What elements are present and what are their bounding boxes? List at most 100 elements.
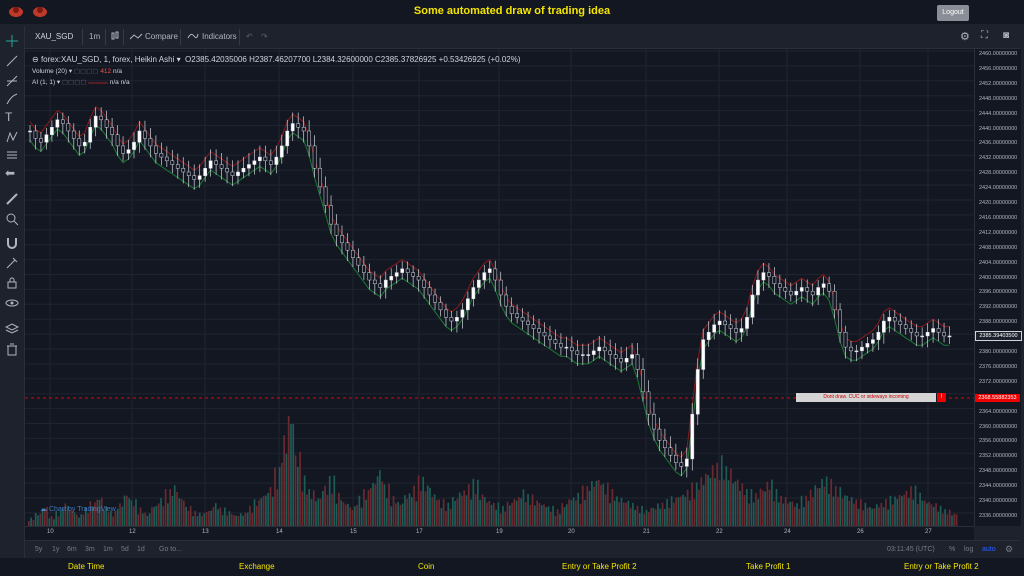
volume-bar — [431, 497, 434, 526]
volume-bar — [866, 507, 869, 526]
candle-body — [126, 149, 131, 154]
range-5d[interactable]: 5d — [121, 546, 129, 553]
volume-bar — [759, 488, 762, 526]
indicators-icon[interactable] — [187, 32, 199, 40]
time-tick-label: 10 — [47, 529, 54, 535]
study-controls-icon[interactable]: ▢▢▢▢ — [62, 79, 87, 86]
volume-bar — [123, 495, 126, 526]
percent-toggle[interactable]: % — [949, 546, 956, 553]
crosshair-icon[interactable] — [5, 34, 19, 48]
price-tick-label: 2416.00000000 — [979, 214, 1018, 221]
volume-bar — [506, 501, 509, 526]
volume-bar — [675, 497, 678, 526]
log-toggle[interactable]: log — [964, 546, 974, 553]
undo-icon[interactable]: ↶ — [246, 32, 253, 41]
candle-body — [805, 287, 810, 292]
range-1d[interactable]: 1d — [137, 546, 145, 553]
volume-bar — [477, 479, 479, 526]
candle-body — [39, 138, 43, 143]
range-6m[interactable]: 6m — [67, 546, 77, 553]
volume-bar — [189, 506, 192, 526]
magnet-icon[interactable] — [5, 236, 19, 250]
volume-bar — [114, 510, 117, 526]
range-3m[interactable]: 3m — [85, 546, 95, 553]
candle-body — [285, 130, 290, 147]
alert-button[interactable]: ! — [937, 393, 946, 402]
gear-icon[interactable]: ⚙ — [1005, 544, 1014, 554]
back-arrow-icon[interactable]: ⬅ — [5, 166, 16, 180]
volume-bar — [137, 514, 140, 526]
volume-bar — [306, 494, 308, 526]
range-5y[interactable]: 5y — [35, 546, 43, 553]
trend-line-icon[interactable] — [5, 54, 19, 68]
pattern-icon[interactable] — [5, 130, 19, 144]
candle-style-icon[interactable] — [110, 31, 120, 41]
volume-bar — [832, 496, 835, 526]
volume-bar — [397, 502, 399, 526]
chart-pane[interactable] — [25, 49, 974, 526]
layers-icon[interactable] — [5, 322, 19, 336]
compare-button[interactable]: Compare — [145, 32, 178, 41]
volume-bar — [755, 493, 757, 526]
goto-button[interactable]: Go to... — [159, 546, 182, 553]
candle-body — [438, 302, 443, 311]
lock-icon[interactable] — [5, 276, 19, 290]
volume-bar — [572, 497, 575, 526]
volume-bar — [903, 494, 905, 526]
volume-bar — [823, 486, 826, 526]
study-controls-icon[interactable]: ▢▢▢▢ — [73, 68, 99, 75]
volume-bar — [625, 502, 627, 526]
gear-icon[interactable]: ⚙ — [960, 31, 970, 43]
candle-body — [143, 130, 147, 139]
auto-toggle[interactable]: auto — [982, 546, 996, 553]
stay-drawing-icon[interactable] — [5, 256, 19, 270]
brush-icon[interactable] — [5, 92, 19, 106]
range-1y[interactable]: 1y — [52, 546, 60, 553]
volume-bar — [110, 510, 112, 526]
volume-bar — [80, 514, 83, 526]
indicators-button[interactable]: Indicators — [202, 32, 237, 41]
eye-icon[interactable] — [5, 296, 19, 310]
legend-high: H2387.46207700 — [249, 55, 311, 64]
dropdown-icon[interactable]: ▾ — [176, 55, 181, 64]
ruler-icon[interactable] — [5, 192, 19, 206]
fullscreen-icon[interactable]: ⛶ — [981, 30, 988, 41]
interval-button[interactable]: 1m — [89, 32, 101, 41]
volume-bar — [392, 496, 395, 526]
price-tick-label: 2432.00000000 — [979, 155, 1018, 162]
volume-bar — [385, 498, 388, 526]
volume-bar — [205, 511, 208, 526]
fib-icon[interactable] — [5, 74, 19, 88]
range-1m[interactable]: 1m — [103, 546, 113, 553]
volume-bar — [146, 515, 149, 526]
volume-bar — [809, 489, 812, 526]
compare-icon[interactable] — [129, 32, 143, 41]
volume-bar — [777, 502, 780, 526]
tradingview-watermark[interactable]: ☁ Chart by TradingView — [40, 506, 116, 513]
volume-bar — [914, 485, 917, 526]
candle-body — [460, 309, 465, 318]
prediction-icon[interactable] — [5, 148, 19, 162]
price-axis[interactable] — [974, 49, 1021, 526]
volume-bar — [859, 499, 862, 526]
candle-body — [871, 339, 875, 344]
candle-body — [33, 130, 38, 139]
alert-label[interactable]: Dont draw. CUC or sideways incoming — [796, 393, 936, 402]
trash-icon[interactable] — [5, 342, 19, 356]
collapse-icon[interactable]: ⊖ — [32, 55, 39, 64]
time-axis[interactable] — [25, 526, 974, 541]
candle-body — [701, 339, 706, 370]
volume-bar — [720, 455, 723, 526]
logout-button[interactable]: Logout — [937, 5, 969, 21]
camera-icon[interactable]: ◙ — [1003, 30, 1010, 41]
volume-bar — [317, 498, 320, 526]
zoom-in-icon[interactable] — [5, 212, 19, 226]
text-tool-icon[interactable]: T — [5, 110, 13, 124]
volume-bar — [424, 491, 427, 526]
redo-icon[interactable]: ↷ — [261, 32, 268, 41]
volume-bar — [381, 481, 383, 526]
candle-body — [602, 346, 607, 352]
volume-bar — [798, 508, 801, 526]
price-chart[interactable] — [25, 49, 974, 526]
symbol-search[interactable]: XAU_SGD — [35, 32, 74, 41]
